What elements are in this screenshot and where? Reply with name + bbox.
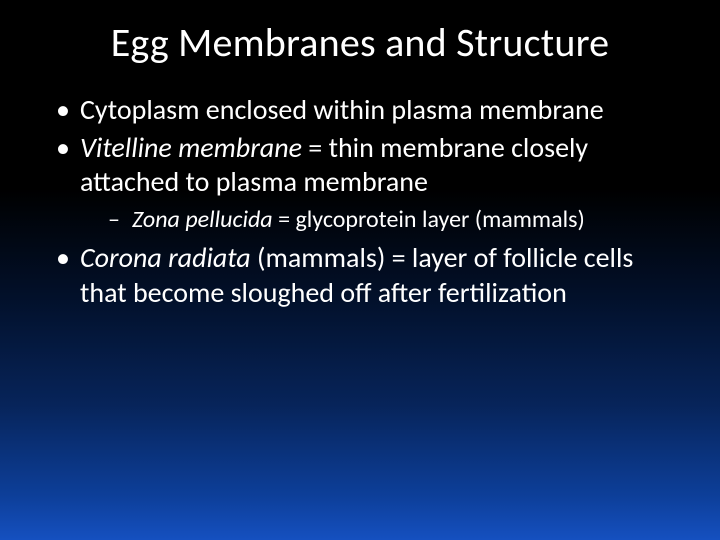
slide-title: Egg Membranes and Structure (50, 18, 670, 67)
bullet-text: = glycoprotein layer (mammals) (273, 205, 585, 234)
bullet-list: Cytoplasm enclosed within plasma membran… (50, 93, 670, 310)
term-italic: Zona pellucida (132, 205, 273, 234)
sub-bullet-list: Zona pellucida = glycoprotein layer (mam… (80, 205, 670, 235)
slide: Egg Membranes and Structure Cytoplasm en… (0, 0, 720, 540)
bullet-text: Cytoplasm enclosed within plasma membran… (80, 92, 604, 127)
bullet-item: Corona radiata (mammals) = layer of foll… (50, 241, 670, 309)
sub-bullet-item: Zona pellucida = glycoprotein layer (mam… (108, 205, 670, 235)
term-italic: Vitelline membrane (80, 130, 302, 165)
term-italic: Corona radiata (80, 240, 251, 275)
bullet-item: Vitelline membrane = thin membrane close… (50, 131, 670, 235)
bullet-item: Cytoplasm enclosed within plasma membran… (50, 93, 670, 127)
